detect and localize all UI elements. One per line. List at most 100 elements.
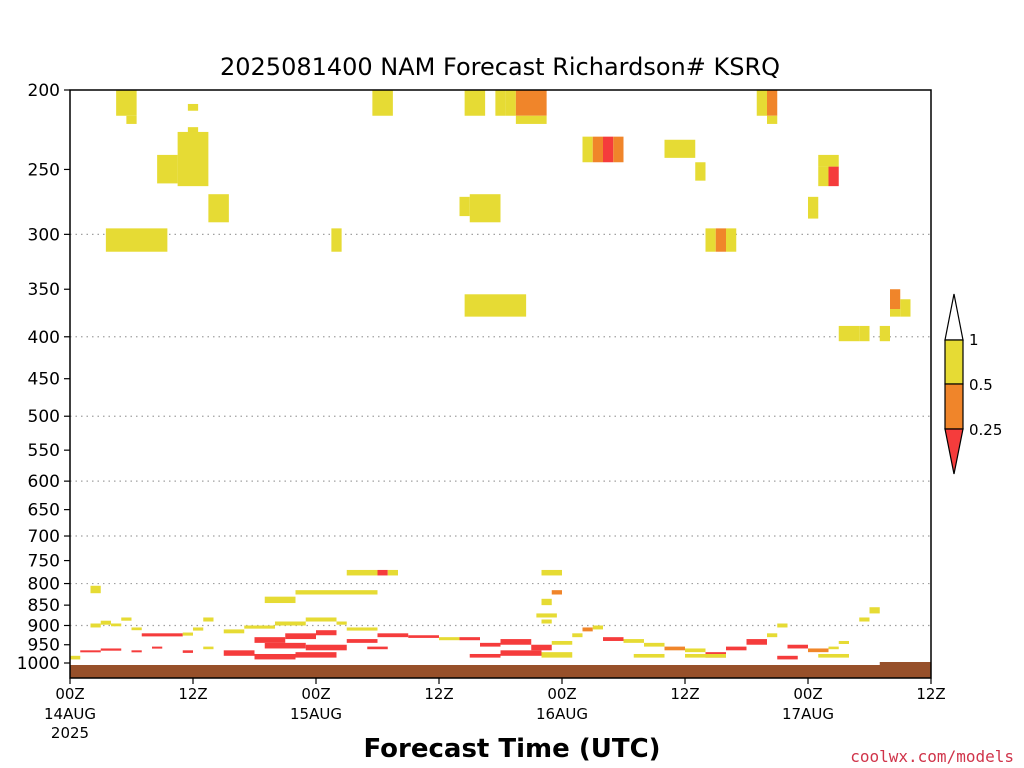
heatmap-cell (203, 646, 214, 650)
x-tick-year: 2025 (51, 724, 89, 742)
heatmap-cell (541, 619, 552, 624)
heatmap-cell (439, 637, 460, 641)
heatmap-cell (828, 646, 839, 650)
heatmap-cell (603, 637, 624, 641)
heatmap-cell (408, 635, 439, 638)
colorbar-legend: 1 0.5 0.25 (944, 293, 1002, 475)
heatmap-cell (685, 653, 726, 658)
heatmap-cell (541, 569, 562, 576)
heatmap-cell (152, 646, 163, 649)
x-tick-label: 00Z (793, 685, 822, 703)
y-tick-label: 350 (28, 280, 60, 300)
heatmap-cell (464, 90, 486, 116)
y-tick-label: 850 (28, 596, 60, 616)
colorbar-segment (944, 339, 964, 385)
heatmap-cell (464, 294, 527, 317)
colorbar-bottom-triangle (944, 428, 964, 475)
heatmap-cell (777, 655, 798, 660)
heatmap-cell (121, 617, 132, 621)
y-tick-label: 300 (28, 225, 60, 245)
heatmap-cell (105, 228, 168, 252)
heatmap-cell (808, 196, 819, 219)
heatmap-cell (500, 639, 532, 645)
heatmap-cell (264, 596, 296, 604)
heatmap-cell (316, 630, 337, 636)
heatmap-cell (746, 639, 767, 645)
heatmap-cell (767, 115, 778, 124)
y-tick-label: 950 (28, 636, 60, 656)
heatmap-cell (223, 650, 255, 656)
heatmap-cell (818, 154, 839, 167)
y-tick-label: 750 (28, 552, 60, 572)
x-tick-label: 12Z (424, 685, 453, 703)
heatmap-cell (100, 620, 111, 625)
heatmap-cell (592, 625, 603, 630)
heatmap-cell (70, 655, 81, 660)
heatmap-cell (131, 627, 142, 631)
heatmap-cell (787, 644, 808, 649)
x-tick-label: 00Z (547, 685, 576, 703)
heatmap-cell (818, 166, 829, 187)
heatmap-cell (808, 648, 829, 653)
heatmap-cell (90, 623, 101, 628)
heatmap-cell (177, 131, 209, 187)
y-tick-label: 700 (28, 527, 60, 547)
heatmap-cell (346, 627, 378, 631)
heatmap-cell (705, 228, 716, 252)
heatmap-cell (495, 90, 506, 116)
heatmap-cell (541, 652, 573, 658)
x-tick-label: 12Z (670, 685, 699, 703)
ground-bump (879, 662, 931, 666)
heatmap-cell (223, 629, 245, 634)
y-axis: 200 250 300 350 400 450 500 550 600 650 700 750 8008… (17, 81, 70, 674)
heatmap-cell (90, 585, 101, 594)
heatmap-cell (157, 154, 178, 184)
heatmap-cell (828, 166, 839, 187)
plot-frame (69, 89, 932, 679)
heatmap-cell (208, 194, 229, 223)
heatmap-cell (254, 637, 286, 643)
x-tick-label: 12Z (178, 685, 207, 703)
y-tick-label: 600 (28, 472, 60, 492)
heatmap-cell (254, 653, 296, 660)
x-tick-label: 12Z (916, 685, 945, 703)
heatmap-cell (869, 607, 880, 614)
heatmap-cell (859, 325, 870, 342)
heatmap-cell (623, 639, 644, 643)
heatmap-cell (377, 569, 388, 576)
heatmap-cell (126, 115, 137, 124)
heatmap-cell (331, 228, 342, 252)
heatmap-cell (244, 625, 275, 629)
heatmap-cell (715, 228, 726, 252)
heatmap-cell (777, 623, 788, 628)
heatmap-cell (131, 650, 142, 653)
y-tick-label: 200 (28, 81, 60, 101)
heatmap-cell (644, 642, 665, 647)
heatmap-cell (141, 633, 183, 637)
heatmap-cell (531, 644, 552, 651)
heatmap-cell (879, 325, 890, 342)
heatmap-cell (387, 569, 398, 576)
credit-text[interactable]: coolwx.com/models (850, 747, 1014, 766)
heatmap-cell (346, 569, 378, 576)
heatmap-cell (536, 613, 557, 618)
heatmap-cell (756, 90, 767, 116)
heatmap-cell (664, 139, 696, 158)
heatmap-cell (664, 646, 685, 651)
heatmap-cell (838, 325, 860, 342)
x-tick-label: 00Z (301, 685, 330, 703)
heatmap-cell (100, 648, 122, 651)
heatmap-cell (469, 194, 501, 223)
heatmap-cell (285, 633, 316, 640)
colorbar-segment (944, 383, 964, 430)
y-tick-label: 650 (28, 501, 60, 521)
heatmap-cell (469, 653, 501, 658)
heatmap-cell (182, 650, 193, 653)
heatmap-cell (305, 644, 347, 651)
heatmap-cell (459, 637, 480, 641)
heatmap-cell (295, 652, 337, 658)
heatmap-cell (459, 196, 470, 217)
heatmap-cell (603, 136, 614, 163)
heatmap-cell (305, 617, 337, 622)
